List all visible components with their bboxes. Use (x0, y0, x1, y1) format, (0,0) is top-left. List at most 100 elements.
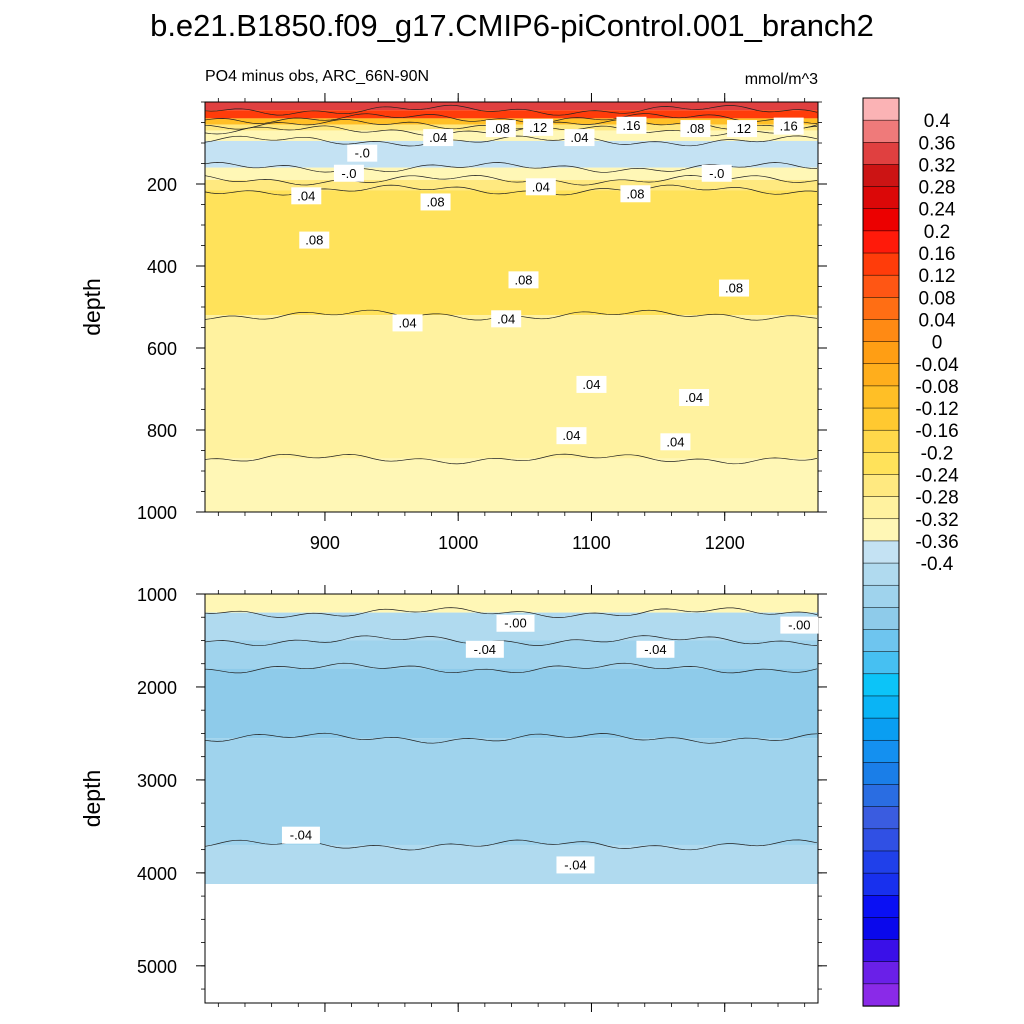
contour-label: -.04 (636, 640, 675, 658)
contour-label: -.0 (333, 164, 364, 182)
colorbar-swatch (862, 274, 900, 298)
contour-label: .08 (299, 231, 330, 249)
svg-text:-.04: -.04 (474, 642, 496, 657)
contour-label: .12 (727, 120, 758, 138)
colorbar-swatch (862, 97, 900, 121)
colorbar-swatch (862, 363, 900, 387)
colorbar-frame (862, 97, 900, 1007)
y-axis-label: depth (79, 770, 105, 828)
colorbar-swatch (862, 872, 900, 896)
contour-band-lower-5 (205, 844, 818, 885)
y-tick-label: 1000 (137, 585, 177, 605)
svg-text:-.0: -.0 (355, 146, 370, 161)
svg-text:.04: .04 (666, 434, 684, 449)
colorbar-swatch (862, 784, 900, 808)
colorbar-swatch (862, 496, 900, 520)
contour-line-upper-6 (204, 162, 818, 173)
contour-label: .04 (291, 187, 322, 205)
chart-subtitle-left: PO4 minus obs, ARC_66N-90N (205, 68, 429, 85)
y-tick-label: 200 (147, 175, 177, 195)
colorbar-label: 0.32 (919, 155, 956, 176)
contour-label: .08 (420, 193, 451, 211)
contour-band-upper-9 (205, 315, 818, 459)
colorbar-swatch (862, 208, 900, 232)
colorbar-swatch (862, 562, 900, 586)
y-tick-label: 3000 (137, 771, 177, 791)
colorbar-label: -0.04 (915, 355, 959, 376)
colorbar-swatch (862, 983, 900, 1007)
contour-label: .16 (773, 117, 804, 135)
colorbar-label: -0.4 (921, 554, 954, 575)
svg-text:.04: .04 (297, 188, 315, 203)
svg-text:.08: .08 (725, 281, 743, 296)
colorbar: 0.40.360.320.280.240.20.160.120.080.040-… (862, 97, 959, 1007)
contour-label: -.00 (780, 616, 819, 634)
colorbar-swatch (862, 407, 900, 431)
svg-text:.08: .08 (514, 272, 532, 287)
y-axis-label: depth (79, 278, 105, 336)
colorbar-swatch (862, 739, 900, 764)
svg-text:-.04: -.04 (644, 642, 666, 657)
svg-text:.04: .04 (497, 311, 515, 326)
lower-contour-panel: 1000 2000 3000 4000 5000 depth -.00 -.00 -.04 -.0… (79, 585, 827, 1012)
colorbar-swatch (862, 850, 900, 874)
y-tick-label: 5000 (137, 957, 177, 977)
colorbar-swatch (862, 584, 900, 609)
colorbar-label: -0.32 (915, 510, 958, 531)
colorbar-label: -0.36 (915, 532, 958, 553)
svg-text:-.04: -.04 (564, 857, 586, 872)
contour-band-lower-2 (205, 640, 818, 669)
colorbar-label: 0.04 (919, 310, 956, 331)
colorbar-label: 0.24 (919, 200, 956, 221)
colorbar-label: 0.2 (924, 222, 950, 243)
svg-text:.08: .08 (305, 233, 323, 248)
colorbar-label: 0.12 (919, 266, 956, 287)
contour-label: .16 (616, 116, 647, 134)
colorbar-swatch (862, 695, 900, 719)
colorbar-swatch (862, 142, 900, 166)
contour-label: .04 (679, 389, 710, 407)
no-data-region (205, 884, 818, 1003)
colorbar-swatch (862, 186, 900, 210)
contour-label: -.0 (347, 144, 378, 162)
colorbar-label: 0 (932, 333, 943, 354)
contour-label: .08 (680, 120, 711, 138)
contour-line-lower-3 (204, 662, 818, 674)
x-tick-label: 1000 (438, 533, 478, 553)
colorbar-swatch (862, 252, 900, 276)
contour-line-lower-2 (204, 635, 818, 647)
svg-text:.08: .08 (427, 194, 445, 209)
contour-label: .08 (485, 120, 516, 138)
contour-label: -.04 (281, 826, 320, 844)
contour-label: .08 (719, 279, 750, 297)
contour-band-upper-0 (205, 102, 818, 111)
contour-line-upper-2 (204, 113, 818, 124)
contour-label: -.04 (556, 856, 595, 874)
colorbar-swatch (862, 385, 900, 409)
chart-units: mmol/m^3 (745, 71, 818, 88)
svg-text:-.0: -.0 (341, 166, 356, 181)
colorbar-swatch (862, 518, 900, 542)
colorbar-label: 0.36 (919, 133, 956, 154)
svg-text:.04: .04 (562, 428, 580, 443)
svg-text:.04: .04 (582, 377, 600, 392)
contour-label: .08 (620, 185, 651, 203)
svg-text:.16: .16 (780, 119, 798, 134)
svg-text:.04: .04 (532, 179, 550, 194)
colorbar-label: -0.28 (915, 488, 958, 509)
colorbar-swatch (862, 717, 900, 741)
colorbar-label: -0.2 (921, 443, 954, 464)
x-tick-label: 1200 (705, 533, 745, 553)
y-tick-label: 600 (147, 339, 177, 359)
svg-text:.12: .12 (529, 120, 547, 135)
contour-label: .04 (576, 375, 607, 393)
svg-text:.08: .08 (686, 121, 704, 136)
contour-label: .04 (525, 178, 556, 196)
svg-text:.08: .08 (492, 121, 510, 136)
chart-title: b.e21.B1850.f09_g17.CMIP6-piControl.001_… (150, 8, 874, 43)
contour-label: -.0 (701, 164, 732, 182)
colorbar-swatch (862, 230, 900, 254)
y-tick-label: 400 (147, 257, 177, 277)
contour-label: .04 (423, 129, 454, 147)
